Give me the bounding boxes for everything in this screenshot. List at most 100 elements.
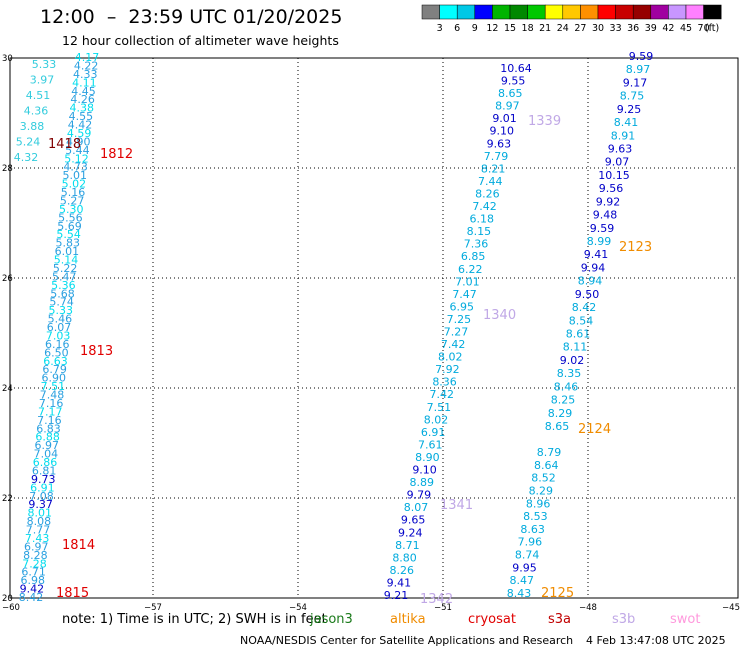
- wave-height-value: 8.79: [537, 446, 562, 459]
- wave-height-value: 6.22: [458, 263, 483, 276]
- wave-height-value: 8.54: [569, 314, 594, 327]
- wave-height-value: 8.11: [563, 341, 588, 354]
- wave-height-value: 9.25: [617, 103, 642, 116]
- wave-height-value: 5.69: [57, 220, 82, 233]
- colorbar-label: 33: [610, 23, 622, 34]
- wave-height-value: 9.07: [605, 156, 630, 169]
- wave-height-value: 7.08: [29, 490, 54, 503]
- orbit-number-label: 1340: [483, 308, 516, 323]
- wave-height-value: 7.27: [444, 326, 469, 339]
- wave-height-value: 4.17: [75, 51, 100, 64]
- wave-height-value: 6.97: [24, 540, 49, 553]
- wave-height-value: 5.47: [52, 270, 77, 283]
- orbit-number-label: 1813: [80, 344, 113, 359]
- wave-height-value: 8.61: [566, 328, 591, 341]
- x-tick-label: −51: [434, 603, 452, 613]
- colorbar-label: 18: [522, 23, 534, 34]
- wave-height-value: 3.88: [20, 120, 45, 133]
- colorbar-swatch: [703, 4, 722, 20]
- wave-height-value: 10.64: [500, 62, 532, 75]
- orbit-number-label: 1418: [48, 137, 81, 152]
- wave-height-value: 8.65: [498, 87, 523, 100]
- wave-height-value: 9.42: [20, 583, 45, 596]
- wave-height-value: 9.02: [560, 354, 585, 367]
- wave-height-value: 7.47: [452, 288, 477, 301]
- wave-height-value: 7.92: [435, 363, 460, 376]
- orbit-number-label: 1814: [62, 538, 95, 553]
- wave-height-value: 7.44: [478, 175, 503, 188]
- colorbar-swatch: [421, 4, 440, 20]
- wave-height-value: 5.54: [56, 228, 81, 241]
- wave-height-value: 5.44: [65, 144, 90, 157]
- wave-height-value: 9.56: [599, 182, 624, 195]
- wave-height-value: 7.42: [472, 200, 497, 213]
- colorbar-label: 24: [557, 23, 569, 34]
- wave-height-value: 7.61: [418, 438, 443, 451]
- wave-height-value: 4.32: [14, 151, 39, 164]
- wave-height-value: 9.79: [407, 489, 432, 502]
- wave-height-value: 8.01: [28, 507, 53, 520]
- x-tick-label: −57: [144, 603, 162, 613]
- wave-height-value: 7.25: [447, 313, 472, 326]
- wave-height-value: 7.96: [518, 536, 543, 549]
- y-tick-label: 30: [2, 54, 13, 64]
- colorbar: 3 6 9 12 15 18 21 24 27 30 33 36 39 42 45 70(ft): [421, 4, 722, 34]
- wave-height-value: 5.27: [60, 194, 85, 207]
- wave-height-value: 9.95: [512, 561, 537, 574]
- wave-height-value: 4.33: [73, 68, 98, 81]
- wave-height-value: 7.28: [22, 557, 47, 570]
- colorbar-swatch: [456, 4, 476, 20]
- wave-height-value: 7.36: [464, 238, 489, 251]
- wave-height-value: 5.12: [64, 152, 89, 165]
- wave-height-value: 8.08: [27, 515, 52, 528]
- wave-height-value: 9.50: [575, 288, 600, 301]
- y-tick-label: 24: [2, 384, 13, 394]
- wave-height-value: 6.63: [43, 355, 68, 368]
- wave-height-value: 9.10: [412, 464, 437, 477]
- wave-height-value: 9.92: [596, 195, 621, 208]
- wave-height-value: 8.26: [475, 187, 500, 200]
- wave-height-value: 6.97: [35, 439, 60, 452]
- wave-height-value: 9.55: [501, 75, 526, 88]
- satellite-legend-item: s3a: [548, 612, 572, 627]
- altimeter-tracks: 5.33 3.97 4.51 4.36 3.88 5.24 4.32 4.174.224.33…: [14, 50, 654, 604]
- title: 12:00 – 23:59 UTC 01/20/2025: [40, 6, 343, 28]
- wave-height-value: 7.79: [484, 150, 509, 163]
- wave-height-value: 6.90: [42, 372, 67, 385]
- wave-height-value: 4.42: [68, 119, 93, 132]
- wave-height-value: 4.55: [69, 110, 94, 123]
- wave-height-value: 7.16: [37, 414, 62, 427]
- wave-height-value: 6.79: [42, 363, 67, 376]
- colorbar-swatch: [650, 4, 669, 20]
- wave-height-value: 8.29: [529, 484, 554, 497]
- wave-height-value: 7.03: [46, 329, 71, 342]
- wave-height-value: 5.22: [53, 262, 78, 275]
- colorbar-label: 12: [486, 23, 498, 34]
- footer-note: note: 1) Time is in UTC; 2) SWH is in fe…: [62, 612, 327, 627]
- wave-height-value: 5.68: [50, 287, 75, 300]
- wave-height-value: 8.42: [19, 591, 44, 604]
- colorbar-label: 42: [662, 23, 674, 34]
- tick-labels: −60 −57 −54 −51 −48 −45 30 28 26 24 22 20: [2, 54, 740, 613]
- wave-height-value: 7.77: [26, 524, 51, 537]
- wave-height-value: 8.07: [404, 501, 429, 514]
- wave-height-value: 5.14: [54, 254, 79, 267]
- wave-height-value: 10.15: [598, 169, 630, 182]
- orbit-number-label: 1342: [420, 592, 453, 607]
- orbit-number-label: 2124: [578, 422, 611, 437]
- colorbar-label: 39: [645, 23, 657, 34]
- wave-height-value: 8.21: [481, 162, 506, 175]
- wave-height-value: 9.73: [31, 473, 56, 486]
- wave-height-value: 8.53: [523, 510, 548, 523]
- colorbar-label: 30: [592, 23, 604, 34]
- colorbar-swatch: [439, 4, 458, 20]
- wave-height-value: 8.26: [389, 564, 414, 577]
- wave-height-value: 8.94: [578, 275, 603, 288]
- wave-height-value: 5.01: [63, 169, 88, 182]
- y-tick-label: 28: [2, 164, 13, 174]
- wave-height-value: 8.80: [392, 551, 417, 564]
- wave-height-value: 7.01: [455, 275, 480, 288]
- subtitle: 12 hour collection of altimeter wave hei…: [62, 33, 339, 48]
- footer-date: 4 Feb 13:47:08 UTC 2025: [586, 634, 726, 647]
